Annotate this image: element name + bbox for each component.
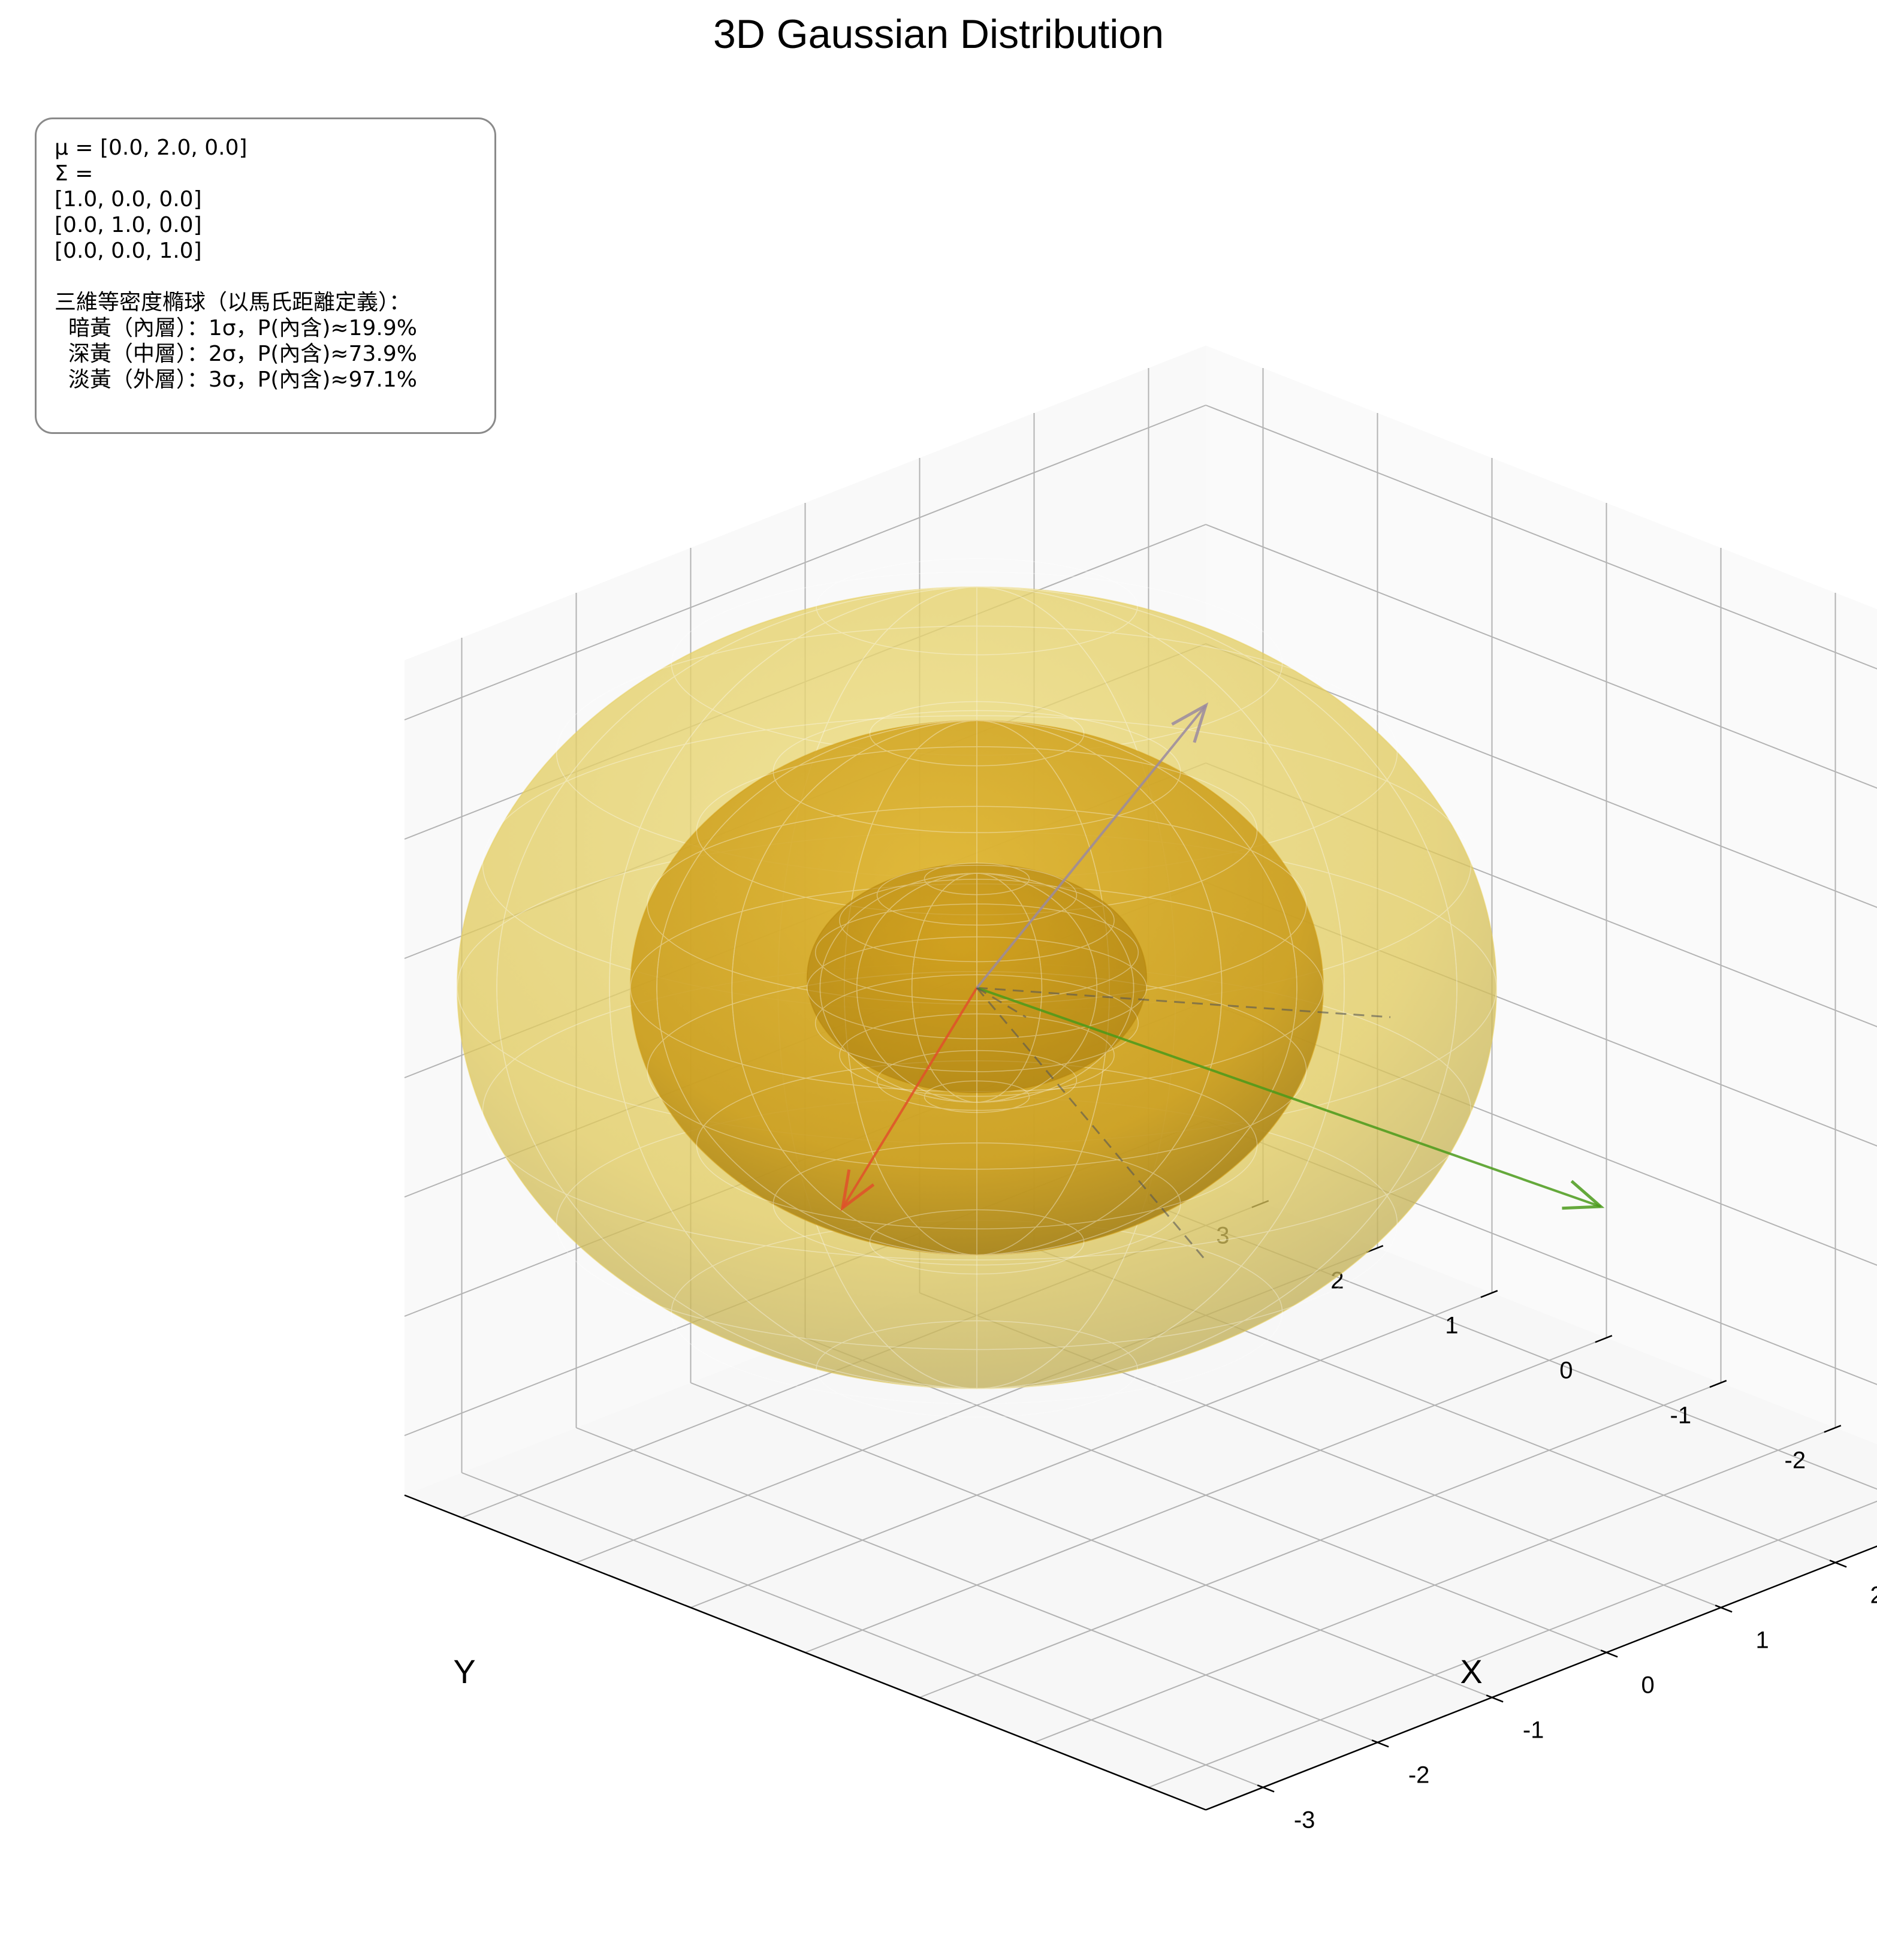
mesh-latitude	[772, 1142, 1181, 1266]
mesh-meridian	[496, 586, 1457, 1389]
grid-line-x-floor	[690, 1382, 1492, 1698]
mesh-meridian	[609, 586, 1345, 1389]
z-direction-arrow-head	[1171, 702, 1209, 743]
x-tick-label: -3	[1294, 1807, 1315, 1834]
y-axis-label: Y	[453, 1653, 475, 1690]
y-tick-mark	[1824, 1425, 1842, 1433]
pane-floor	[405, 1180, 1877, 1810]
mesh-latitude	[772, 710, 1181, 834]
info-mean-line: μ = [0.0, 2.0, 0.0]	[55, 135, 248, 160]
mesh-meridian	[609, 586, 1345, 1389]
mesh-latitude	[816, 1320, 1138, 1418]
x-tick-label: -1	[1523, 1717, 1544, 1744]
grid-line-x-floor	[461, 1472, 1263, 1788]
mesh-latitude	[839, 879, 1115, 963]
y-tick-label: 1	[1445, 1313, 1458, 1339]
y-direction-arrow-shaft	[976, 987, 1601, 1208]
x-tick-mark	[1486, 1694, 1504, 1703]
shell-inner-1sigma-mesh	[807, 863, 1147, 1113]
y-direction-arrow-head	[1562, 1180, 1605, 1210]
x-tick-mark	[1600, 1650, 1618, 1658]
info-shell-inner: 暗黃（內層）：1σ，P(內含)≈19.9%	[55, 316, 417, 340]
mesh-meridian	[819, 873, 1134, 1103]
x-tick-mark	[1257, 1784, 1275, 1793]
z-direction-arrow-shaft	[976, 704, 1207, 989]
x-tick-label: 1	[1756, 1627, 1769, 1654]
y-tick-mark	[1480, 1290, 1498, 1298]
info-shells-heading: 三維等密度橢球（以馬氏距離定義）：	[55, 290, 411, 315]
mesh-latitude	[814, 903, 1139, 1002]
mesh-meridian	[911, 873, 1043, 1103]
x-tick-mark	[1715, 1605, 1733, 1613]
info-shell-outer: 淡黃（外層）：3σ，P(內含)≈97.1%	[55, 367, 417, 392]
mesh-meridian	[856, 873, 1098, 1103]
mesh-latitude	[876, 864, 1078, 926]
y-tick-mark	[1709, 1380, 1727, 1388]
chart-title: 3D Gaussian Distribution	[713, 11, 1164, 57]
x-tick-mark	[1829, 1560, 1847, 1568]
y-tick-label: -1	[1670, 1403, 1692, 1429]
info-cov-row-3: [0.0, 0.0, 1.0]	[55, 239, 202, 263]
mesh-meridian	[731, 720, 1223, 1256]
grid-line-x-floor	[576, 1427, 1378, 1743]
parameter-info-box: μ = [0.0, 2.0, 0.0] Σ = [1.0, 0.0, 0.0] …	[35, 117, 496, 434]
x-tick-label: -2	[1408, 1762, 1430, 1789]
mesh-latitude	[814, 974, 1139, 1072]
x-axis-label: X	[1460, 1653, 1482, 1690]
x-tick-label: 2	[1870, 1582, 1877, 1609]
info-cov-row-2: [0.0, 1.0, 0.0]	[55, 213, 202, 237]
mesh-meridian	[656, 720, 1297, 1256]
x-tick-label: 0	[1641, 1672, 1655, 1699]
x-direction-arrow-head	[840, 1169, 875, 1211]
mesh-latitude	[924, 863, 1030, 895]
x-axis-line	[404, 1494, 1206, 1811]
mesh-latitude	[869, 1209, 1085, 1275]
z-direction-arrow-back	[976, 987, 1207, 1261]
x-direction-arrow-back	[976, 987, 1391, 1018]
y-tick-mark	[1595, 1335, 1613, 1343]
y-direction-arrow-back	[976, 987, 1027, 1018]
mesh-meridian	[496, 586, 1457, 1389]
mesh-latitude	[839, 1013, 1115, 1097]
shell-inner-1sigma	[806, 863, 1148, 1094]
mesh-meridian	[656, 720, 1297, 1256]
grid-line-x-floor	[805, 1337, 1607, 1653]
y-tick-label: 0	[1559, 1358, 1573, 1384]
mesh-meridian	[856, 873, 1098, 1103]
mesh-meridian	[911, 873, 1043, 1103]
info-sigma-label: Σ =	[55, 161, 93, 186]
principal-axis-arrows	[840, 702, 1605, 1261]
info-shell-middle: 深黃（中層）：2σ，P(內含)≈73.9%	[55, 342, 417, 366]
x-tick-mark	[1371, 1739, 1389, 1748]
mesh-latitude	[816, 557, 1138, 656]
mesh-latitude	[876, 1050, 1078, 1111]
mesh-latitude	[807, 936, 1147, 1039]
mesh-latitude	[869, 701, 1085, 767]
mesh-latitude	[924, 1080, 1030, 1113]
info-cov-row-1: [1.0, 0.0, 0.0]	[55, 187, 202, 212]
mesh-meridian	[731, 720, 1223, 1256]
mesh-meridian	[819, 873, 1134, 1103]
y-tick-label: -2	[1785, 1448, 1806, 1474]
x-direction-arrow-shaft	[841, 987, 978, 1209]
